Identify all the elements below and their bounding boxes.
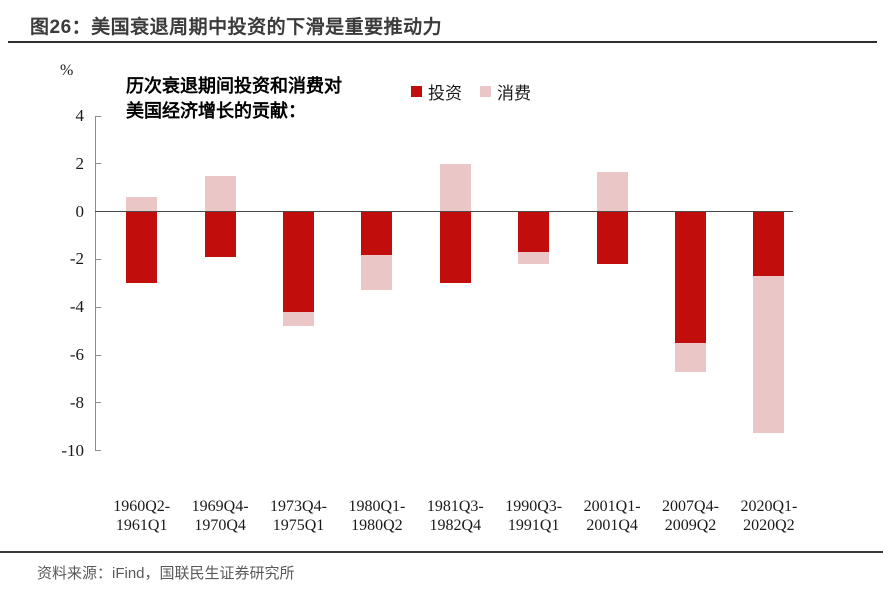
x-axis-category-label: 1969Q4- 1970Q4: [174, 497, 266, 535]
x-axis-category-line: 1973Q4-: [270, 498, 327, 515]
x-axis-category-label: 2020Q1- 2020Q2: [723, 497, 815, 535]
bar-segment-consumption: [596, 172, 628, 212]
x-axis-category-label: 1960Q2- 1961Q1: [96, 497, 188, 535]
legend-item-investment: 投资: [411, 79, 462, 104]
title-underline: [8, 41, 877, 43]
bar-segment-consumption: [126, 197, 158, 212]
y-axis-tick-label: 0: [75, 201, 85, 221]
x-axis-category-line: 2001Q4: [586, 517, 638, 534]
y-axis-tick-label: -4: [69, 297, 84, 317]
zero-axis-line: [95, 210, 793, 213]
x-axis-category-label: 2007Q4- 2009Q2: [645, 497, 737, 535]
bar-segment-investment: [596, 211, 628, 265]
y-axis-tick-label: -10: [61, 440, 84, 460]
y-axis-tick: [95, 354, 101, 356]
y-axis-line: [95, 116, 96, 451]
bar-segment-investment: [439, 211, 471, 284]
bar-segment-investment: [361, 211, 393, 255]
footer-divider: [0, 551, 883, 553]
legend: 投资 消费: [411, 79, 531, 104]
y-axis-tick: [95, 115, 101, 117]
x-axis-category-line: 1981Q3-: [426, 498, 484, 515]
bar-segment-consumption: [518, 252, 550, 265]
x-axis-category-label: 1981Q3- 1982Q4: [409, 497, 501, 535]
y-axis-tick: [95, 450, 101, 452]
plot-area: 4 2 0 -2 -4 -6 -8 -10 1960Q2- 1961Q1 1969Q4- 1970Q4…: [61, 106, 815, 535]
figure-title: 图26：美国衰退周期中投资的下滑是重要推动力: [30, 17, 443, 38]
legend-label: 消费: [497, 84, 531, 103]
x-axis-category-line: 1982Q4: [429, 517, 482, 534]
bar-segment-consumption: [439, 163, 471, 212]
y-axis-tick: [95, 402, 101, 404]
x-axis-category-line: 1961Q1: [115, 517, 168, 534]
x-axis-category-line: 1960Q2-: [113, 498, 171, 515]
y-axis-unit-label: %: [60, 62, 74, 79]
chart-annotation-line2: 美国经济增长的贡献：: [126, 101, 306, 121]
bar-segment-consumption: [753, 276, 785, 433]
x-axis-category-line: 1975Q1: [272, 517, 325, 534]
y-axis-tick: [95, 163, 101, 165]
chart-annotation: 历次衰退期间投资和消费对 美国经济增长的贡献：: [126, 74, 342, 124]
x-axis-category-line: 1991Q1: [507, 517, 560, 534]
x-axis-category-line: 1970Q4: [194, 517, 246, 534]
x-axis-category-line: 2007Q4-: [662, 498, 719, 515]
x-axis-category-line: 1990Q3-: [505, 498, 563, 515]
y-axis-tick: [95, 306, 101, 308]
x-axis-category-line: 1980Q2: [351, 517, 403, 534]
bar-segment-consumption: [675, 343, 706, 372]
legend-swatch-icon: [480, 86, 491, 97]
bar-segment-investment: [518, 211, 550, 253]
x-axis-category-line: 2020Q2: [743, 517, 795, 534]
bar-segment-investment: [675, 211, 706, 344]
x-axis-category-line: 2009Q2: [664, 517, 717, 534]
x-axis-category-label: 1980Q1- 1980Q2: [331, 497, 423, 535]
legend-item-consumption: 消费: [480, 79, 531, 104]
bar-segment-consumption: [361, 254, 393, 291]
y-axis-tick: [95, 258, 101, 260]
x-axis-category-line: 1969Q4-: [191, 498, 249, 515]
x-axis-category-line: 2001Q1-: [583, 498, 641, 515]
x-axis-category-label: 1990Q3- 1991Q1: [488, 497, 580, 535]
bar-segment-investment: [204, 211, 236, 257]
x-axis-category-label: 1973Q4- 1975Q1: [253, 497, 345, 535]
x-axis-category-label: 2001Q1- 2001Q4: [566, 497, 658, 535]
legend-label: 投资: [428, 84, 462, 103]
y-axis-tick-label: 4: [75, 106, 85, 125]
y-axis-tick-label: -6: [69, 345, 84, 364]
bar-segment-investment: [126, 211, 158, 284]
y-axis-tick-label: -8: [69, 392, 84, 412]
legend-swatch-icon: [411, 86, 422, 97]
y-axis-tick-label: 2: [75, 153, 85, 173]
chart-annotation-line1: 历次衰退期间投资和消费对: [126, 76, 342, 96]
bar-segment-investment: [283, 211, 314, 312]
bar-segment-consumption: [204, 175, 236, 212]
bar-segment-investment: [753, 211, 785, 277]
y-axis-tick-label: -2: [69, 249, 84, 269]
source-note: 资料来源：iFind，国联民生证券研究所: [37, 565, 295, 582]
bar-segment-consumption: [283, 311, 314, 327]
x-axis-category-line: 2020Q1-: [740, 498, 798, 515]
x-axis-category-line: 1980Q1-: [348, 498, 406, 515]
